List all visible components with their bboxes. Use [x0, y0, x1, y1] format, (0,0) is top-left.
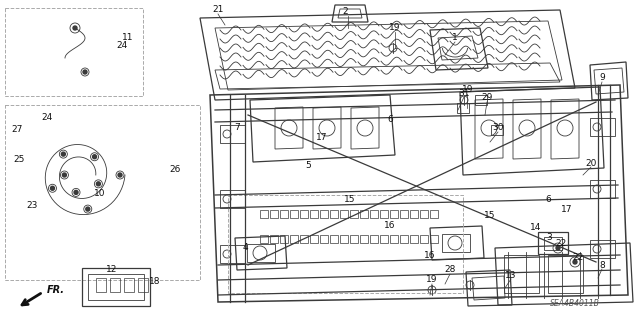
Bar [590, 118, 615, 136]
Text: 23: 23 [26, 201, 38, 210]
Bar [5, 8, 143, 96]
Circle shape [63, 173, 67, 177]
Text: 19: 19 [426, 276, 438, 285]
Text: 19: 19 [462, 85, 474, 94]
Text: 16: 16 [384, 220, 396, 229]
Text: 24: 24 [116, 41, 127, 50]
Text: 8: 8 [599, 261, 605, 270]
Text: 20: 20 [586, 159, 596, 167]
Text: 14: 14 [531, 224, 541, 233]
Bar [457, 103, 469, 113]
Circle shape [118, 173, 122, 177]
Bar [5, 105, 200, 280]
Bar [124, 278, 134, 292]
Bar [96, 278, 106, 292]
Text: 15: 15 [344, 196, 356, 204]
Circle shape [556, 246, 560, 250]
Circle shape [86, 207, 90, 211]
Bar [544, 237, 562, 250]
Text: 18: 18 [149, 278, 161, 286]
Text: 30: 30 [492, 123, 504, 132]
Circle shape [573, 260, 577, 264]
Bar [442, 234, 470, 252]
Text: 25: 25 [13, 155, 25, 165]
Text: 29: 29 [481, 93, 493, 102]
Text: 22: 22 [572, 254, 584, 263]
Text: 22: 22 [556, 239, 566, 248]
Text: 15: 15 [484, 211, 496, 219]
Text: 17: 17 [561, 205, 573, 214]
Bar [504, 255, 539, 293]
Text: 31: 31 [458, 88, 470, 98]
Bar [220, 125, 245, 143]
Bar [220, 190, 245, 208]
Circle shape [73, 26, 77, 30]
Text: 11: 11 [122, 33, 134, 42]
Text: 16: 16 [424, 250, 436, 259]
Bar [220, 245, 245, 263]
Bar [475, 95, 487, 105]
Bar [228, 195, 463, 293]
Circle shape [61, 152, 65, 156]
Text: 13: 13 [505, 271, 516, 279]
Text: 6: 6 [387, 115, 393, 124]
Text: 27: 27 [12, 125, 22, 135]
Bar [82, 268, 150, 306]
Text: 17: 17 [316, 133, 328, 143]
Circle shape [51, 186, 54, 190]
Text: 19: 19 [389, 24, 401, 33]
Bar [590, 180, 615, 198]
Text: 24: 24 [42, 114, 52, 122]
Circle shape [93, 155, 97, 159]
Bar [491, 125, 503, 135]
Text: 3: 3 [546, 234, 552, 242]
Circle shape [74, 190, 78, 194]
Bar [247, 244, 275, 262]
Text: 21: 21 [212, 5, 224, 14]
Circle shape [97, 182, 100, 186]
Bar [538, 232, 568, 254]
Text: 2: 2 [342, 8, 348, 17]
Text: FR.: FR. [47, 285, 65, 295]
Text: SEA4B4011B: SEA4B4011B [550, 299, 600, 308]
Bar [138, 278, 148, 292]
Circle shape [83, 70, 87, 74]
Bar [110, 278, 120, 292]
Text: 5: 5 [305, 160, 311, 169]
Text: 7: 7 [234, 123, 240, 132]
Text: 26: 26 [170, 166, 180, 174]
Text: 1: 1 [452, 33, 458, 42]
Bar [548, 255, 583, 293]
Text: 10: 10 [94, 189, 106, 197]
Text: 9: 9 [599, 73, 605, 83]
Text: 12: 12 [106, 265, 118, 275]
Bar [590, 240, 615, 258]
Text: 4: 4 [242, 243, 248, 253]
Text: 6: 6 [545, 196, 551, 204]
Bar [88, 274, 144, 300]
Text: 28: 28 [444, 265, 456, 275]
